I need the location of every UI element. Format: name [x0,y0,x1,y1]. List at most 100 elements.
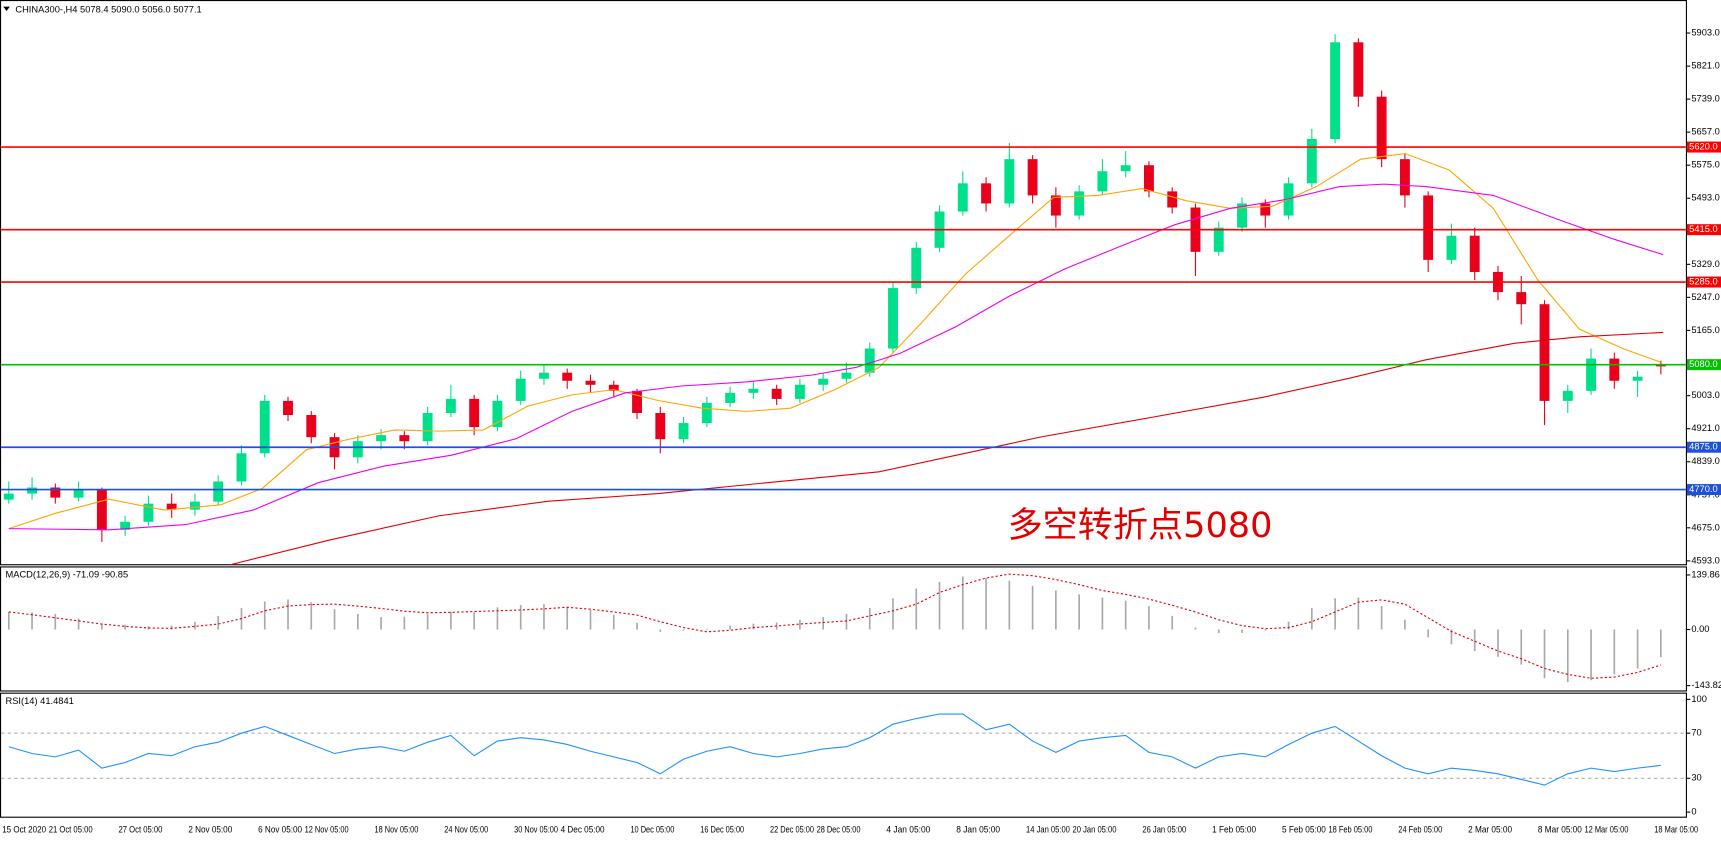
x-tick-label: 18 Mar 05:00 [1654,824,1698,834]
macd-bar [1497,629,1499,657]
candle-body [236,453,247,482]
rsi-panel [0,692,1687,818]
x-tick-label: 10 Dec 05:00 [630,824,674,834]
candle-body [399,435,410,442]
level-label-box [1686,484,1721,496]
macd-bar [706,628,708,630]
macd-bar [403,616,406,630]
macd-signal [8,573,1662,679]
candle-body [1306,139,1317,184]
macd-bar [101,623,103,630]
annotation: 多空转折点5080 [1008,505,1273,546]
macd-bar [1031,585,1034,630]
macd-bar [1055,590,1057,630]
x-tick-label: 4 Jan 05:00 [886,824,930,834]
x-tick-label: 18 Nov 05:00 [374,824,418,834]
x-tick-label: 16 Dec 05:00 [700,824,744,834]
candle-body [1469,235,1480,272]
candle-body [1353,42,1364,97]
macd-bar [194,621,196,630]
candle-body [189,501,200,510]
candle-body [50,487,61,498]
macd-bar [54,613,57,630]
rsi-title: RSI(14) 41.4841 [5,696,73,706]
macd-bar [659,629,662,632]
macd-bar [612,614,615,630]
macd-bar [77,618,80,630]
y-tick-label: 4839.0 [1691,456,1719,466]
candle-body [27,487,37,494]
candle-body [818,378,829,385]
macd-bar [356,613,359,630]
level-label: 5080.0 [1689,359,1717,369]
candle-body [1027,159,1038,196]
candle-body [1539,304,1550,401]
candle-body [1144,165,1154,192]
candle-body [748,388,759,393]
macd-bar [496,607,499,630]
macd-bar [682,629,685,631]
x-tick-label: 26 Jan 05:00 [1142,824,1186,834]
macd-bar [1473,629,1476,651]
candle-body [96,489,107,530]
x-tick-label: 2 Nov 05:00 [188,824,232,834]
candle-body [562,372,573,381]
macd-bar [1357,597,1360,630]
x-tick-label: 1 Feb 05:00 [1212,824,1256,834]
macd-bar [845,613,848,630]
candle-body [539,372,549,379]
candle-body [957,183,968,212]
macd-bar [1380,606,1383,630]
menu-arrow[interactable] [3,6,10,11]
macd-bar [566,606,569,630]
macd-bar [892,598,894,630]
x-tick-label: 6 Nov 05:00 [258,824,302,834]
candle-body [283,400,293,416]
y-tick-label: 5003.0 [1691,390,1719,400]
candle-body [3,493,14,500]
candle-body [259,400,270,454]
candle-body [655,412,666,440]
macd-bar [1427,629,1429,638]
candle-body [1586,358,1596,391]
candle-body [492,400,503,428]
y-tick-label: 5247.0 [1691,292,1719,302]
x-tick-label: 2 Mar 05:00 [1468,824,1512,834]
macd-bar [124,624,126,630]
macd-bar [450,611,452,630]
macd-bar [1566,629,1569,683]
x-tick-label: 8 Jan 05:00 [956,824,1000,834]
macd-bar [333,609,336,630]
y-tick-label: 30 [1691,773,1701,783]
macd-title: MACD(12,26,9) -71.09 -90.85 [5,570,128,580]
level-label: 5415.0 [1689,224,1717,234]
candle-body [1213,227,1224,252]
y-tick-label: 4675.0 [1691,522,1719,532]
candle-body [143,503,154,522]
candle-body [864,348,875,373]
macd-bar [822,617,825,630]
macd-bar [1590,629,1592,681]
level-label-box [1686,276,1721,288]
candle-body [1655,365,1666,367]
y-tick-label: 5165.0 [1691,325,1719,335]
candle-body [1004,159,1015,204]
macd-bar [7,611,10,630]
macd-bar [1660,629,1662,658]
candle-body [701,402,712,424]
macd-bar [263,601,266,630]
candle-body [632,390,642,413]
level-label-box [1686,224,1721,236]
x-tick-label: 22 Dec 05:00 [770,824,814,834]
candle-body [1609,358,1620,381]
rsi-line [8,713,1661,786]
candle-body [469,398,480,428]
macd-bar [519,604,522,630]
candle-body [1097,171,1108,192]
candle-body [1423,195,1434,260]
candle-body [1050,195,1061,216]
candle-body [376,435,387,442]
candle-body [120,521,131,530]
macd-bar [868,608,871,630]
